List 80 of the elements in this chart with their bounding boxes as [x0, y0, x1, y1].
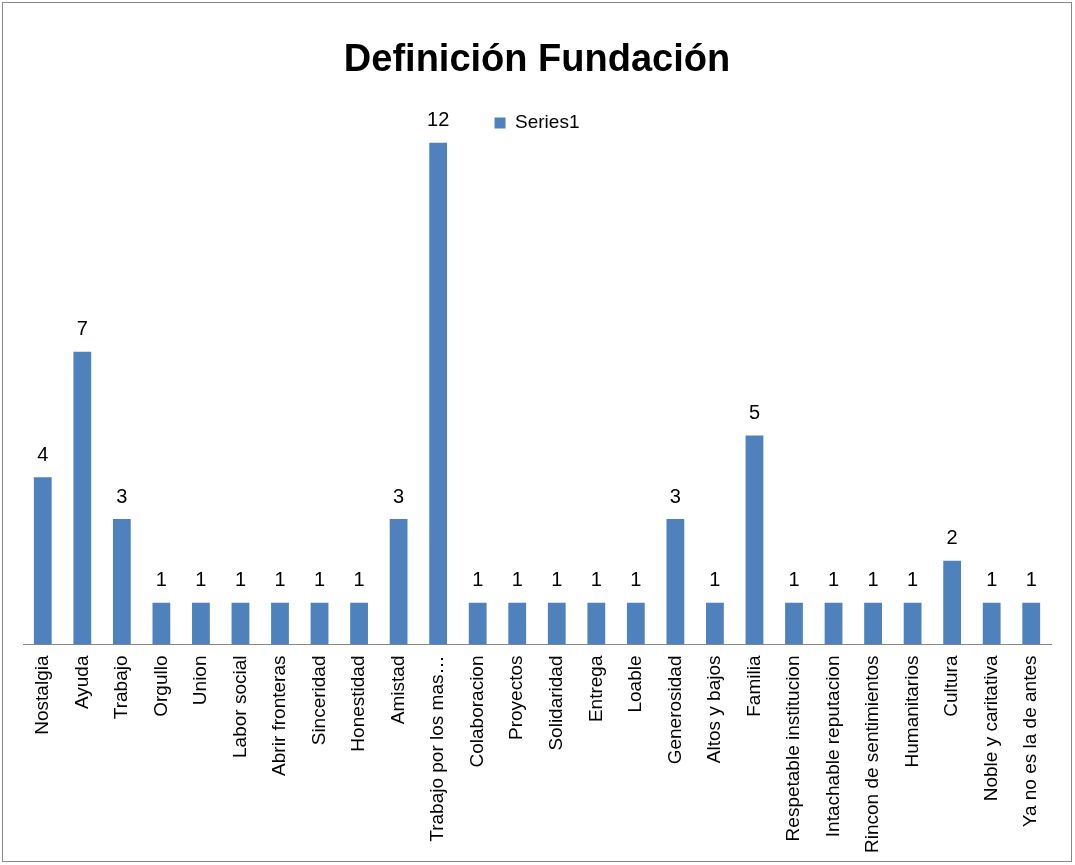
bar [112, 519, 131, 645]
x-tick-label: Rincon de sentimientos [861, 655, 883, 853]
x-tick-label: Labor social [228, 655, 250, 758]
bar [785, 602, 803, 645]
x-tick-label: Generosidad [663, 655, 685, 765]
x-tick-label: Altos y bajos [703, 655, 725, 764]
bar [73, 351, 92, 645]
chart-title: Definición Fundación [343, 37, 731, 80]
bar [389, 519, 408, 645]
bar [626, 602, 645, 645]
x-tick-label: Familia [742, 655, 764, 717]
x-tick-label: Union [189, 655, 211, 706]
x-tick-label: Intachable reputacion [821, 655, 843, 838]
bar [943, 560, 962, 645]
bar [468, 602, 487, 645]
bar [666, 519, 685, 645]
data-label: 1 [472, 568, 484, 591]
x-tick-label: Colaboracion [465, 655, 487, 768]
x-tick-label: Nostalgia [31, 655, 52, 735]
x-tick-label: Respetable institucion [782, 655, 804, 842]
x-tick-label: Cultura [940, 655, 962, 717]
x-tick-label: Sinceridad [307, 655, 329, 746]
data-label: 5 [748, 400, 761, 423]
x-tick-label: Loable [624, 655, 646, 713]
bar [745, 435, 764, 645]
bar [350, 602, 368, 645]
data-label: 1 [709, 568, 721, 591]
data-label: 3 [669, 484, 681, 507]
data-label: 3 [116, 484, 128, 507]
bar [587, 602, 606, 645]
x-tick-label: Honestidad [347, 655, 369, 752]
x-tick-label: Entrega [584, 655, 606, 723]
data-label: 7 [76, 317, 88, 340]
bar [1022, 602, 1041, 645]
data-label: 1 [195, 568, 207, 591]
data-label: 1 [907, 568, 919, 591]
data-label: 1 [313, 568, 326, 591]
x-tick-label: Humanitarios [900, 655, 922, 768]
data-label: 1 [551, 568, 563, 591]
data-label: 3 [393, 484, 405, 507]
data-label: 1 [353, 568, 365, 591]
bar [547, 602, 566, 645]
data-label: 12 [427, 108, 450, 131]
data-label: 1 [155, 568, 167, 591]
x-tick-label: Trabajo [110, 655, 132, 720]
bar [429, 142, 448, 645]
data-label: 1 [788, 568, 800, 591]
data-label: 1 [274, 568, 286, 591]
bar [271, 602, 289, 645]
x-tick-label: Abrir fronteras [268, 655, 290, 776]
legend-label: Series1 [515, 111, 580, 133]
bar [152, 602, 171, 645]
x-tick-label: Orgullo [149, 655, 171, 717]
data-label: 1 [590, 568, 602, 591]
bar [508, 602, 527, 645]
data-label: 4 [37, 442, 49, 465]
x-tick-label: Solidaridad [545, 655, 566, 751]
data-label: 1 [234, 568, 247, 591]
bar [192, 602, 210, 645]
bar [824, 602, 843, 645]
data-label: 1 [630, 568, 642, 591]
data-label: 1 [511, 568, 523, 591]
bar [706, 602, 724, 645]
bar [231, 602, 250, 645]
bar [310, 602, 329, 645]
data-label: 2 [946, 526, 958, 549]
x-tick-label: Proyectos [505, 655, 527, 740]
x-tick-label: Noble y caritativa [979, 655, 1001, 802]
x-tick-label: Amistad [386, 655, 408, 725]
x-tick-label: Ya no es la de antes [1019, 655, 1041, 828]
data-label: 1 [827, 568, 840, 591]
x-tick-label: Ayuda [70, 655, 92, 710]
bar [33, 477, 52, 645]
data-label: 1 [867, 568, 879, 591]
bar [982, 602, 1001, 645]
bar [903, 602, 922, 645]
bar [864, 602, 882, 645]
data-label: 1 [986, 568, 998, 591]
x-tick-label: Trabajo por los mas… [426, 655, 448, 842]
data-label: 1 [1025, 568, 1037, 591]
